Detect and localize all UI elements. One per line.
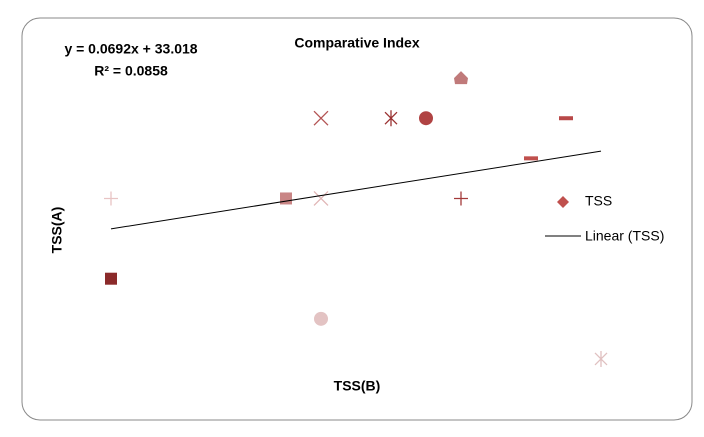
point [280, 192, 292, 205]
point [594, 350, 608, 367]
point [314, 311, 328, 326]
point [313, 110, 329, 126]
point [524, 156, 538, 161]
point [104, 191, 118, 206]
legend-label: TSS [585, 193, 612, 209]
chart-border [21, 17, 693, 421]
point [313, 191, 329, 206]
trend-r2: R² = 0.0858 [94, 63, 168, 79]
point [419, 111, 433, 126]
point [454, 191, 468, 206]
y-axis-label: TSS(A) [49, 207, 65, 254]
legend-label: Linear (TSS) [585, 228, 664, 244]
trendline [110, 150, 602, 230]
x-axis-label: TSS(B) [334, 378, 381, 394]
trend-equation: y = 0.0692x + 33.018 [64, 41, 197, 57]
chart-title: Comparative Index [294, 35, 419, 51]
point [454, 71, 468, 85]
point [559, 116, 573, 121]
point [384, 110, 398, 127]
legend-marker [557, 196, 569, 208]
point [105, 272, 117, 285]
